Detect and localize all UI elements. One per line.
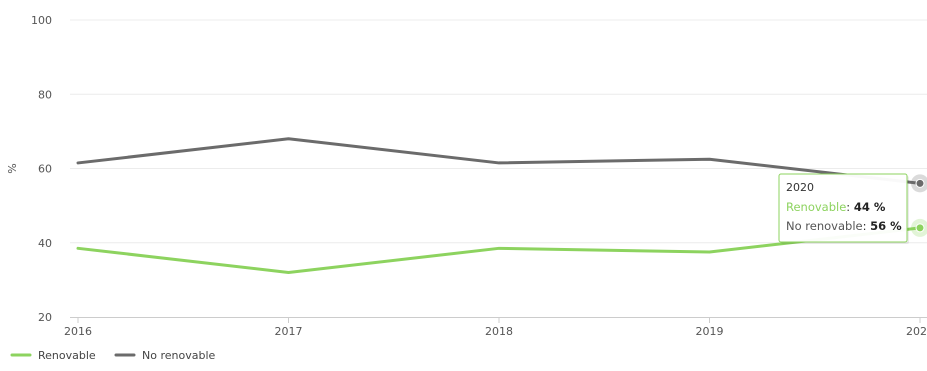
y-tick-label: 100 — [31, 14, 52, 27]
series-line-no-renovable[interactable] — [76, 137, 922, 185]
x-tick-label: 2019 — [696, 325, 724, 338]
series-line-renovable[interactable] — [76, 226, 922, 274]
y-tick-label: 60 — [38, 163, 52, 176]
tooltip-row-value: 56 % — [870, 219, 902, 233]
tooltip-row: No renovable: 56 % — [786, 219, 902, 233]
tooltip: 2020 Renovable: 44 % No renovable: 56 % — [778, 173, 909, 244]
y-axis-ticks: 20 40 60 80 100 — [31, 14, 52, 324]
x-tick-label: 2018 — [485, 325, 513, 338]
tooltip-row: Renovable: 44 % — [786, 200, 886, 214]
tooltip-box — [778, 173, 908, 243]
y-tick-label: 20 — [38, 311, 52, 324]
x-tick-label: 2016 — [64, 325, 92, 338]
legend[interactable]: Renovable No renovable — [10, 349, 215, 362]
tooltip-row-value: 44 % — [854, 200, 886, 214]
y-tick-label: 40 — [38, 237, 52, 250]
legend-item-renovable[interactable]: Renovable — [10, 349, 96, 362]
legend-label: Renovable — [38, 349, 96, 362]
x-tick-label: 2020 — [906, 325, 927, 338]
legend-label: No renovable — [142, 349, 215, 362]
data-point[interactable] — [915, 223, 925, 233]
tooltip-row-label: No renovable — [786, 219, 863, 233]
series-lines[interactable] — [76, 137, 922, 274]
data-point[interactable] — [915, 178, 925, 188]
y-tick-label: 80 — [38, 88, 52, 101]
tooltip-title: 2020 — [786, 181, 814, 194]
x-tick-label: 2017 — [275, 325, 303, 338]
legend-item-no-renovable[interactable]: No renovable — [114, 349, 215, 362]
x-axis-ticks: 2016 2017 2018 2019 2020 — [64, 317, 927, 338]
hover-markers — [911, 174, 927, 237]
y-axis-label: % — [6, 163, 19, 173]
tooltip-row-label: Renovable — [786, 200, 846, 214]
